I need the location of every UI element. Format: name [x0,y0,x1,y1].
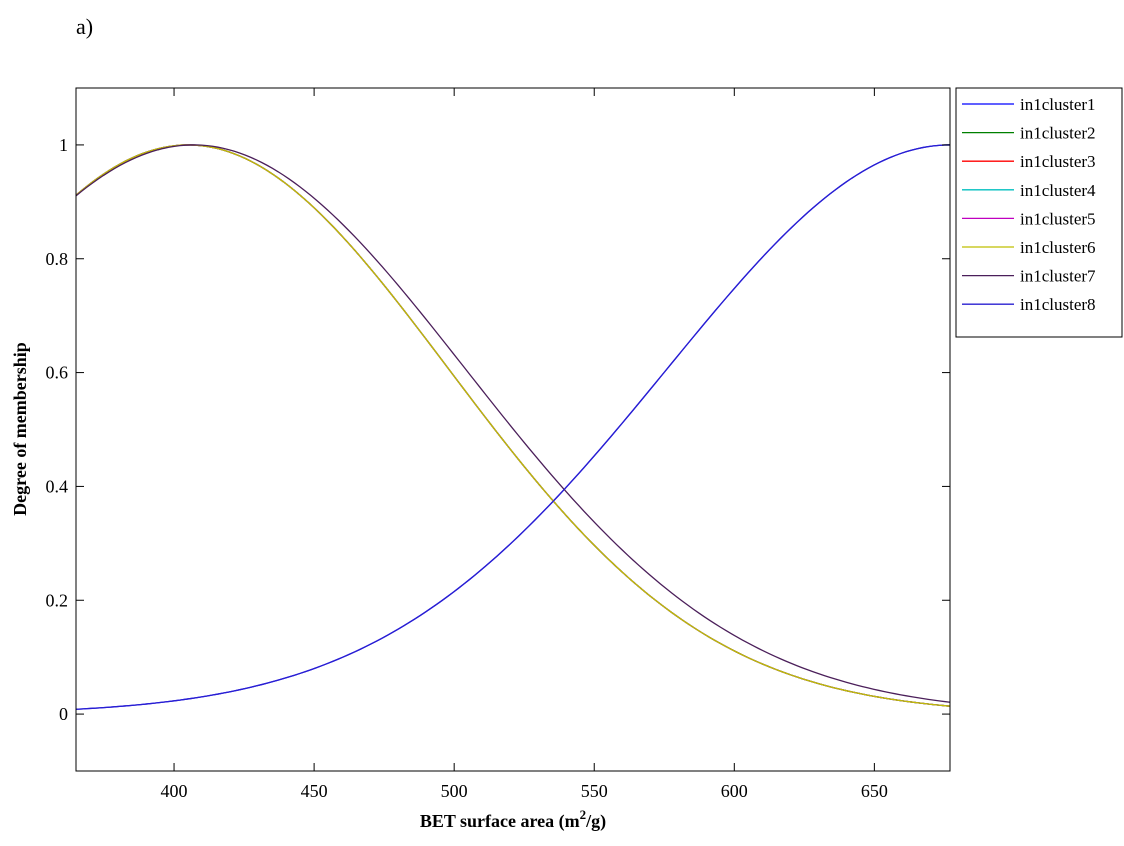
x-axis-label-end: /g) [585,811,606,832]
legend-label: in1cluster8 [1020,295,1096,314]
x-tick-label: 450 [301,781,328,801]
legend-label: in1cluster4 [1020,181,1096,200]
x-axis-label-main: BET surface area (m [420,811,580,832]
y-tick-label: 0.2 [46,590,69,610]
legend-label: in1cluster1 [1020,95,1096,114]
x-tick-label: 550 [581,781,608,801]
series-line-in1cluster8 [75,144,951,710]
series-line-in1cluster7 [75,144,951,703]
legend: in1cluster1 in1cluster2 in1cluster3 in1clus… [955,87,1123,338]
plot-frame [75,87,951,772]
y-tick-label: 1 [59,135,68,155]
legend-label: in1cluster3 [1020,152,1096,171]
series-line-in1cluster6 [75,144,951,707]
legend-label: in1cluster6 [1020,238,1096,257]
x-axis-label-superscript: 2 [580,807,587,822]
x-tick-label: 650 [861,781,888,801]
x-ticks: 400 450 500 550 600 650 [161,88,888,801]
x-tick-label: 400 [161,781,188,801]
legend-label: in1cluster7 [1020,267,1096,286]
legend-label: in1cluster5 [1020,209,1096,228]
x-axis-label: BET surface area (m2/g) [420,807,606,832]
legend-box [955,87,1123,338]
legend-items: in1cluster1 in1cluster2 in1cluster3 in1clus… [962,95,1096,314]
x-tick-label: 500 [441,781,468,801]
figure-label: a) [76,14,94,39]
y-tick-label: 0.6 [46,363,69,383]
y-axis-label: Degree of membership [10,342,30,516]
y-tick-label: 0.8 [46,249,69,269]
legend-label: in1cluster2 [1020,124,1096,143]
y-ticks: 0 0.2 0.4 0.6 0.8 1 [46,135,950,724]
y-tick-label: 0 [59,704,68,724]
x-tick-label: 600 [721,781,748,801]
y-tick-label: 0.4 [46,476,69,496]
series-layer [75,144,951,710]
